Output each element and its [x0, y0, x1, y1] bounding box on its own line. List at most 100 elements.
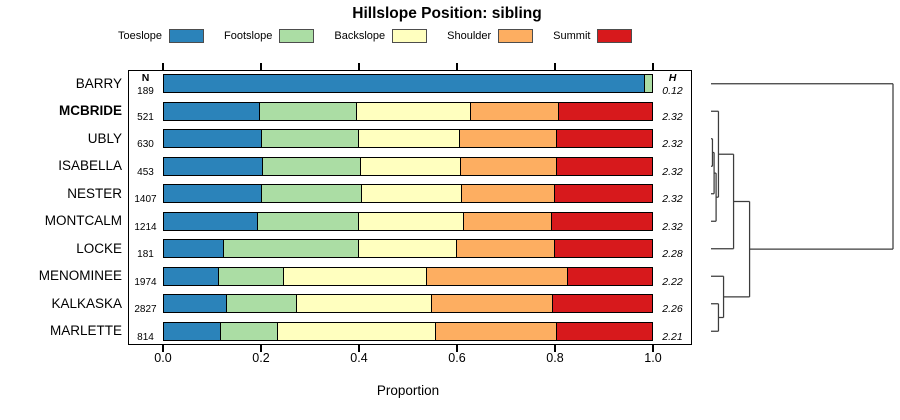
- legend-swatch: [392, 29, 428, 43]
- h-column-header: H: [668, 72, 677, 84]
- stacked-bar: [163, 156, 653, 176]
- bar-segment-toeslope: [164, 185, 262, 203]
- legend-label: Footslope: [224, 30, 273, 42]
- axis-tick-label: 0.6: [448, 351, 466, 365]
- axis-tick-top: [162, 63, 164, 70]
- bar-segment-shoulder: [470, 102, 559, 120]
- row-label: MONTCALM: [44, 213, 122, 229]
- n-value: 189: [137, 86, 154, 98]
- axis-tick-label: 0.8: [546, 351, 564, 365]
- bar-segment-backslope: [283, 267, 426, 285]
- bar-segment-summit: [555, 157, 652, 175]
- n-value: 1974: [134, 276, 157, 288]
- bar-segment-summit: [555, 322, 652, 340]
- h-value: 2.32: [662, 138, 683, 151]
- row-label: LOCKE: [76, 240, 122, 256]
- axis-tick-top: [456, 63, 458, 70]
- n-value: 630: [137, 139, 154, 151]
- axis-tick-top: [358, 63, 360, 70]
- legend: Toeslope Footslope Backslope Shoulder Summit: [118, 29, 633, 43]
- n-value: 521: [137, 111, 154, 123]
- row-label: BARRY: [75, 75, 122, 91]
- bar-segment-footslope: [258, 102, 356, 120]
- x-axis-label: Proportion: [376, 383, 440, 398]
- n-column-header: N: [141, 72, 150, 84]
- n-value: 1214: [134, 221, 157, 233]
- bar-segment-summit: [555, 130, 652, 148]
- bar-segment-summit: [566, 267, 652, 285]
- bar-segment-toeslope: [164, 212, 258, 230]
- bar-segment-footslope: [226, 295, 297, 313]
- bar-segment-footslope: [262, 157, 360, 175]
- bar-segment-toeslope: [164, 240, 224, 258]
- row-label: UBLY: [87, 130, 122, 146]
- n-value: 814: [137, 331, 154, 343]
- axis-tick-label: 1.0: [644, 351, 662, 365]
- bar-segment-summit: [554, 185, 652, 203]
- stacked-bar: [163, 294, 653, 314]
- legend-swatch: [498, 29, 534, 43]
- bar-segment-toeslope: [164, 75, 644, 93]
- stacked-bar: [163, 101, 653, 121]
- stacked-bar: [163, 266, 653, 286]
- legend-item: Summit: [553, 29, 633, 43]
- chart-title: Hillslope Position: sibling: [352, 5, 542, 22]
- n-value: 453: [137, 166, 154, 178]
- axis-tick-bottom: [358, 345, 360, 352]
- bar-segment-shoulder: [425, 267, 567, 285]
- axis-tick-bottom: [456, 345, 458, 352]
- n-value: 2827: [134, 304, 157, 316]
- row-label: MENOMINEE: [38, 268, 122, 284]
- bar-segment-toeslope: [164, 102, 259, 120]
- bar-segment-backslope: [277, 322, 435, 340]
- bar-segment-shoulder: [461, 185, 555, 203]
- bar-segment-shoulder: [460, 157, 556, 175]
- legend-item: Shoulder: [447, 29, 534, 43]
- stacked-bar: [163, 321, 653, 341]
- bar-segment-footslope: [219, 322, 278, 340]
- bar-segment-toeslope: [164, 295, 227, 313]
- bar-segment-footslope: [261, 185, 361, 203]
- bar-segment-backslope: [359, 157, 461, 175]
- bar-segment-shoulder: [434, 322, 556, 340]
- bar-segment-toeslope: [164, 157, 263, 175]
- legend-item: Backslope: [334, 29, 428, 43]
- bar-segment-backslope: [355, 102, 471, 120]
- h-value: 2.32: [662, 193, 683, 206]
- h-value: 0.12: [662, 85, 683, 98]
- stacked-bar: [163, 211, 653, 231]
- bar-segment-footslope: [643, 75, 652, 93]
- bar-segment-footslope: [260, 130, 359, 148]
- bar-segment-toeslope: [164, 322, 220, 340]
- bar-segment-summit: [554, 240, 652, 258]
- axis-tick-bottom: [260, 345, 262, 352]
- h-value: 2.22: [662, 275, 683, 288]
- bar-segment-backslope: [296, 295, 432, 313]
- axis-tick-bottom: [652, 345, 654, 352]
- h-value: 2.28: [662, 248, 683, 261]
- bar-segment-footslope: [257, 212, 359, 230]
- axis-tick-label: 0.2: [252, 351, 270, 365]
- bar-segment-summit: [550, 212, 652, 230]
- legend-label: Summit: [553, 30, 591, 42]
- stacked-bar: [163, 129, 653, 149]
- bar-segment-shoulder: [462, 212, 551, 230]
- stacked-bar: [163, 239, 653, 259]
- row-label: NESTER: [67, 185, 122, 201]
- stacked-bar: [163, 184, 653, 204]
- axis-tick-top: [554, 63, 556, 70]
- bar-segment-footslope: [223, 240, 359, 258]
- h-value: 2.26: [662, 303, 683, 316]
- bar-segment-backslope: [358, 240, 456, 258]
- bar-segment-footslope: [218, 267, 284, 285]
- bar-segment-backslope: [358, 212, 463, 230]
- bar-segment-shoulder: [455, 240, 555, 258]
- bar-segment-summit: [558, 102, 652, 120]
- legend-label: Toeslope: [118, 30, 163, 42]
- h-value: 2.32: [662, 165, 683, 178]
- bar-segment-shoulder: [459, 130, 556, 148]
- n-value: 1407: [134, 194, 157, 206]
- row-label: ISABELLA: [58, 158, 122, 174]
- row-label: MCBRIDE: [59, 103, 122, 119]
